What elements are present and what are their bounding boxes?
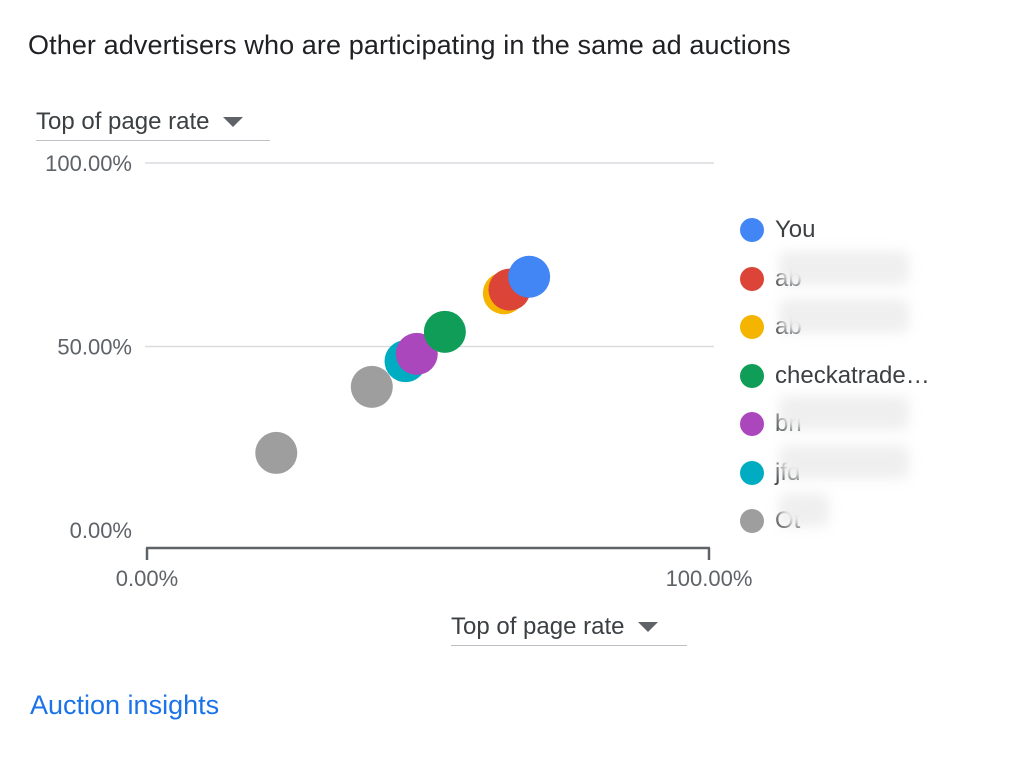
data-point	[423, 310, 466, 353]
legend-swatch	[740, 460, 764, 485]
y-tick-label: 50.00%	[57, 335, 132, 360]
redacted-blur	[779, 396, 909, 430]
legend-item[interactable]: bri	[740, 396, 930, 449]
y-axis-metric-dropdown[interactable]: Top of page rate	[36, 108, 270, 141]
y-tick-label: 100.00%	[45, 151, 132, 176]
scatter-chart: 0.00% 50.00% 100.00% 0.00% 100.00%	[45, 151, 753, 591]
legend-item[interactable]: ab	[740, 299, 930, 352]
x-axis-metric-label: Top of page rate	[451, 613, 625, 640]
legend-label: You	[775, 216, 816, 244]
chart-legend: You abab checkatrade… brijfdOt	[740, 206, 930, 546]
y-tick-label: 0.00%	[70, 518, 132, 543]
x-tick-label: 100.00%	[666, 566, 753, 591]
x-axis-metric-dropdown[interactable]: Top of page rate	[451, 613, 687, 646]
legend-item[interactable]: Ot	[740, 493, 930, 546]
data-point	[255, 431, 298, 474]
legend-item[interactable]: jfd	[740, 444, 930, 498]
legend-swatch	[740, 412, 764, 437]
legend-label: checkatrade…	[775, 361, 930, 389]
legend-item[interactable]: You	[740, 206, 930, 255]
legend-swatch	[740, 509, 764, 534]
legend-item[interactable]: checkatrade…	[740, 352, 930, 401]
chart-title: Other advertisers who are participating …	[28, 30, 791, 60]
legend-swatch	[740, 363, 764, 388]
arrow-drop-down-icon	[223, 117, 244, 127]
legend-swatch	[740, 315, 764, 340]
redacted-blur	[779, 493, 829, 527]
legend-swatch	[740, 218, 764, 243]
redacted-blur	[779, 299, 909, 333]
data-point	[508, 255, 551, 298]
x-tick-label: 0.00%	[116, 566, 178, 591]
y-axis-metric-label: Top of page rate	[36, 108, 210, 135]
redacted-blur	[779, 250, 909, 285]
redacted-blur	[779, 444, 909, 479]
legend-item[interactable]: ab	[740, 250, 930, 304]
auction-insights-link[interactable]: Auction insights	[30, 690, 220, 720]
legend-swatch	[740, 266, 764, 291]
data-point	[395, 332, 438, 375]
data-point	[350, 365, 393, 408]
arrow-drop-down-icon	[638, 622, 659, 632]
